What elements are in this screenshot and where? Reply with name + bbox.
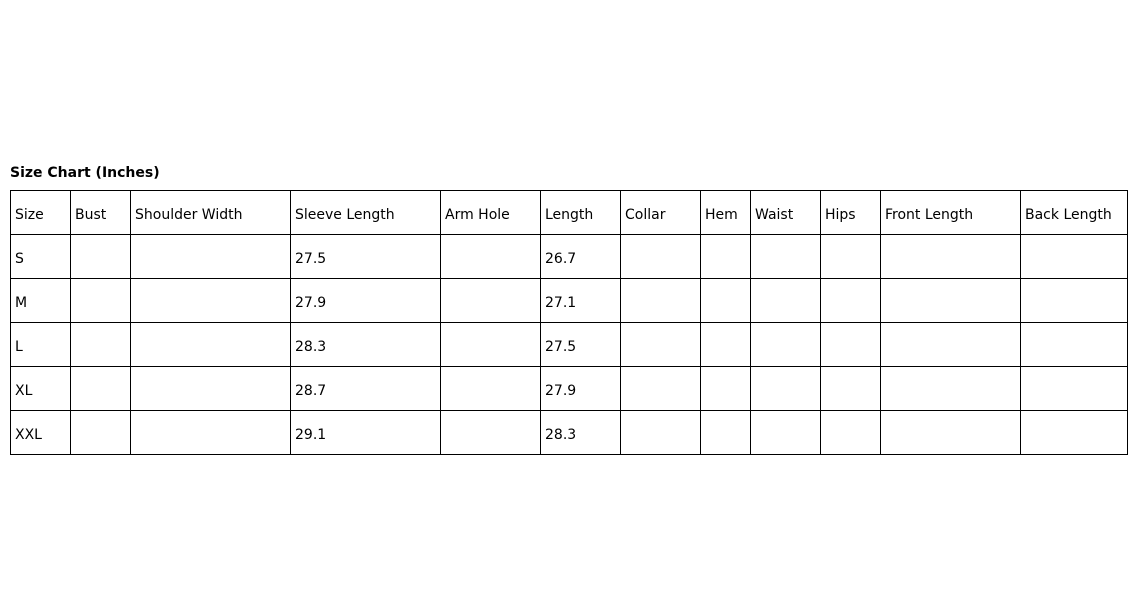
table-cell (620, 234, 701, 279)
table-cell (700, 234, 751, 279)
table-cell: 28.7 (290, 366, 441, 411)
table-row: L 28.3 27.5 (10, 322, 1128, 367)
table-row: XXL 29.1 28.3 (10, 410, 1128, 455)
table-row: XL 28.7 27.9 (10, 366, 1128, 411)
table-cell (820, 322, 881, 367)
column-header: Hem (700, 190, 751, 235)
table-row: M 27.9 27.1 (10, 278, 1128, 323)
table-cell: XL (10, 366, 71, 411)
table-cell: 27.5 (540, 322, 621, 367)
table-cell (70, 322, 131, 367)
column-header: Sleeve Length (290, 190, 441, 235)
table-cell (440, 322, 541, 367)
header-row: Size Bust Shoulder Width Sleeve Length Arm H… (10, 190, 1128, 235)
column-header: Arm Hole (440, 190, 541, 235)
table-cell (700, 366, 751, 411)
table-cell (880, 278, 1021, 323)
table-cell: XXL (10, 410, 71, 455)
column-header: Length (540, 190, 621, 235)
table-cell (880, 410, 1021, 455)
table-cell (620, 410, 701, 455)
table-cell: M (10, 278, 71, 323)
column-header: Back Length (1020, 190, 1128, 235)
table-cell (880, 366, 1021, 411)
table-cell (700, 278, 751, 323)
table-cell (750, 234, 821, 279)
table-cell (750, 410, 821, 455)
table-cell (1020, 366, 1128, 411)
size-chart-table: Size Bust Shoulder Width Sleeve Length Arm H… (10, 190, 1128, 455)
table-cell (820, 410, 881, 455)
table-cell (700, 410, 751, 455)
table-cell (880, 322, 1021, 367)
table-cell: 29.1 (290, 410, 441, 455)
table-cell (1020, 410, 1128, 455)
column-header: Waist (750, 190, 821, 235)
table-cell (440, 410, 541, 455)
table-cell (440, 278, 541, 323)
table-cell: 28.3 (290, 322, 441, 367)
table-cell: 27.5 (290, 234, 441, 279)
table-cell (620, 278, 701, 323)
table-cell (70, 366, 131, 411)
table-cell: 27.9 (290, 278, 441, 323)
table-cell (750, 278, 821, 323)
table-cell (130, 366, 291, 411)
table-cell (1020, 234, 1128, 279)
size-chart-title: Size Chart (Inches) (10, 165, 160, 181)
table-cell (70, 410, 131, 455)
table-cell (820, 278, 881, 323)
table-cell: 26.7 (540, 234, 621, 279)
column-header: Bust (70, 190, 131, 235)
table-cell (70, 234, 131, 279)
column-header: Collar (620, 190, 701, 235)
table-cell (750, 322, 821, 367)
table-cell (820, 366, 881, 411)
table-cell (700, 322, 751, 367)
table-cell (1020, 322, 1128, 367)
table-cell (130, 278, 291, 323)
column-header: Shoulder Width (130, 190, 291, 235)
table-cell (820, 234, 881, 279)
table-cell: L (10, 322, 71, 367)
table-cell (440, 234, 541, 279)
table-cell (130, 322, 291, 367)
table-cell (70, 278, 131, 323)
column-header: Front Length (880, 190, 1021, 235)
table-row: S 27.5 26.7 (10, 234, 1128, 279)
column-header: Size (10, 190, 71, 235)
table-cell: S (10, 234, 71, 279)
table-cell (440, 366, 541, 411)
table-cell (620, 366, 701, 411)
table-cell (130, 234, 291, 279)
table-cell (750, 366, 821, 411)
table-cell: 27.1 (540, 278, 621, 323)
table-cell (1020, 278, 1128, 323)
table-cell (620, 322, 701, 367)
table-cell: 28.3 (540, 410, 621, 455)
table-cell (130, 410, 291, 455)
table-cell: 27.9 (540, 366, 621, 411)
table-cell (880, 234, 1021, 279)
column-header: Hips (820, 190, 881, 235)
